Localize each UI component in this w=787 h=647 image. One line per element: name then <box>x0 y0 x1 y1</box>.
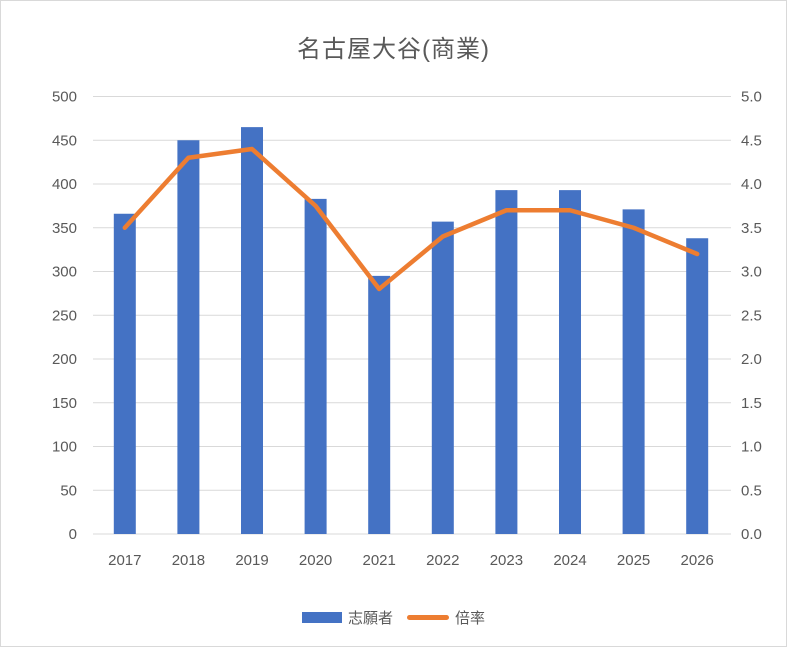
left-axis-tick-label: 0 <box>69 526 77 543</box>
left-axis-tick-label: 350 <box>52 220 77 237</box>
x-axis-tick-label: 2022 <box>426 552 459 569</box>
x-axis-tick-label: 2025 <box>617 552 650 569</box>
left-axis-tick-label: 200 <box>52 351 77 368</box>
right-axis-tick-label: 1.5 <box>741 395 762 412</box>
ratio-trend-line <box>122 146 700 292</box>
bar-2019 <box>241 127 263 534</box>
right-axis-tick-label: 5.0 <box>741 89 762 106</box>
left-axis-tick-label: 50 <box>60 482 77 499</box>
legend-item-applicants: 志願者 <box>301 607 393 628</box>
chart-title: 名古屋大谷(商業) <box>297 36 490 63</box>
bar-2018 <box>177 140 200 534</box>
bar-series-swatch-icon <box>301 612 342 623</box>
right-axis-tick-label: 4.5 <box>741 132 762 149</box>
x-axis-tick-label: 2019 <box>235 552 268 569</box>
bar-2017 <box>113 213 136 534</box>
right-axis-tick-label: 0.0 <box>741 526 762 543</box>
right-axis-tick-label: 3.0 <box>741 264 762 281</box>
left-axis-tick-label: 400 <box>52 176 77 193</box>
left-axis-tick-label: 500 <box>52 89 77 106</box>
right-axis-tick-label: 2.5 <box>741 307 762 324</box>
bar-2021 <box>368 275 391 534</box>
x-axis-tick-label: 2023 <box>490 552 523 569</box>
right-axis-tick-label: 2.0 <box>741 351 762 368</box>
left-axis-tick-label: 450 <box>52 132 77 149</box>
bar-2020 <box>304 198 327 534</box>
bar-2023 <box>495 190 518 534</box>
x-axis-tick-label: 2018 <box>172 552 205 569</box>
bar-2022 <box>431 221 454 534</box>
left-axis-tick-label: 100 <box>52 439 77 456</box>
legend-label-applicants: 志願者 <box>347 610 393 627</box>
left-axis-tick-label: 150 <box>52 395 77 412</box>
bar-2026 <box>686 238 709 534</box>
bar-2025 <box>622 209 645 534</box>
right-axis-tick-label: 1.0 <box>741 439 762 456</box>
x-axis-tick-label: 2020 <box>299 552 332 569</box>
legend: 志願者 倍率 <box>1 607 786 628</box>
right-axis-tick-label: 4.0 <box>741 176 762 193</box>
left-axis-tick-label: 300 <box>52 264 77 281</box>
right-axis-tick-label: 3.5 <box>741 220 762 237</box>
x-axis-tick-label: 2026 <box>681 552 714 569</box>
right-axis-tick-label: 0.5 <box>741 482 762 499</box>
line-series-swatch-icon <box>407 615 449 620</box>
x-axis-tick-label: 2021 <box>363 552 396 569</box>
legend-item-ratio: 倍率 <box>407 607 485 628</box>
legend-label-ratio: 倍率 <box>455 610 486 627</box>
bar-2024 <box>559 190 581 534</box>
x-axis-tick-label: 2024 <box>553 552 586 569</box>
left-axis-tick-label: 250 <box>52 307 77 324</box>
x-axis-tick-label: 2017 <box>108 552 141 569</box>
